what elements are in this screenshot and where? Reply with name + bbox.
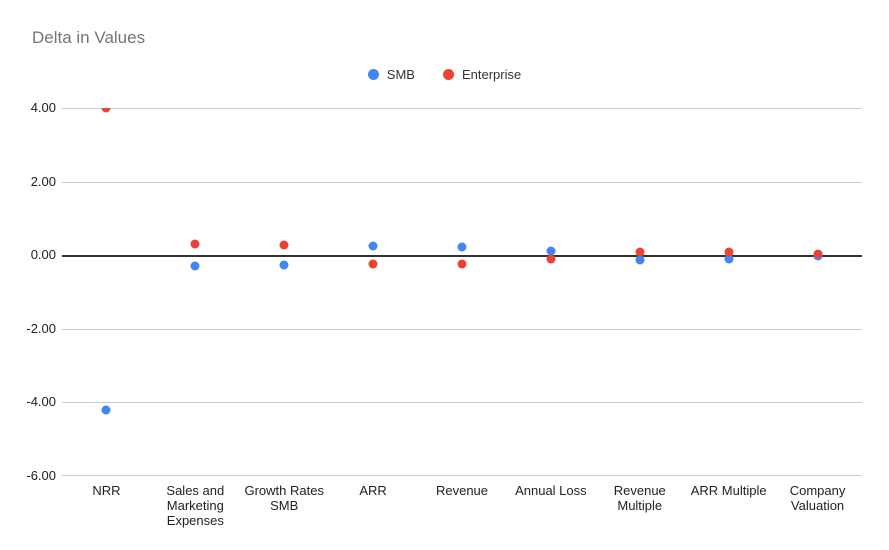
x-axis-label: Growth Rates SMB xyxy=(244,483,324,513)
y-axis-tick-label: -2.00 xyxy=(26,320,56,336)
gridline xyxy=(62,328,862,330)
legend-item-smb[interactable]: SMB xyxy=(367,67,415,82)
data-point-enterprise[interactable] xyxy=(813,249,823,259)
data-point-smb[interactable] xyxy=(101,405,111,415)
x-axis-label: Revenue Multiple xyxy=(613,483,666,513)
data-point-smb[interactable] xyxy=(457,242,467,252)
data-point-smb[interactable] xyxy=(724,254,734,264)
gridline xyxy=(62,108,862,109)
data-point-enterprise[interactable] xyxy=(279,240,289,250)
plot-area xyxy=(62,108,862,477)
x-axis-label: Revenue xyxy=(435,483,489,498)
data-point-enterprise[interactable] xyxy=(546,254,556,264)
y-axis-tick-label: 2.00 xyxy=(30,173,56,189)
x-axis-label: ARR xyxy=(359,483,387,498)
data-point-smb[interactable] xyxy=(546,246,556,256)
y-axis-tick-label: -6.00 xyxy=(26,468,56,483)
data-point-enterprise[interactable] xyxy=(457,259,467,269)
y-axis-tick-label: -4.00 xyxy=(26,394,56,410)
legend-label-smb: SMB xyxy=(386,67,415,82)
x-axis-label: Sales and Marketing Expenses xyxy=(166,483,225,528)
data-point-enterprise[interactable] xyxy=(368,259,378,269)
gridline xyxy=(62,181,862,183)
data-point-smb[interactable] xyxy=(368,241,378,251)
zero-axis-line xyxy=(62,255,862,258)
x-axis-label: NRR xyxy=(92,483,121,498)
data-point-enterprise[interactable] xyxy=(724,247,734,257)
smb-series-swatch-icon xyxy=(367,69,379,80)
gridline xyxy=(62,402,862,404)
data-point-smb[interactable] xyxy=(190,261,200,271)
data-point-enterprise[interactable] xyxy=(635,247,645,257)
data-point-enterprise[interactable] xyxy=(190,239,200,249)
x-axis-label: ARR Multiple xyxy=(690,483,767,498)
data-point-smb[interactable] xyxy=(279,260,289,270)
data-point-enterprise[interactable] xyxy=(101,108,111,113)
gridline xyxy=(62,475,862,476)
x-axis-label: Company Valuation xyxy=(789,483,846,513)
y-axis-tick-label: 4.00 xyxy=(30,100,56,115)
legend-label-enterprise: Enterprise xyxy=(461,67,522,82)
chart-title: Delta in Values xyxy=(32,28,146,47)
enterprise-series-swatch-icon xyxy=(442,69,454,80)
x-axis-label: Annual Loss xyxy=(515,483,587,498)
legend: SMB Enterprise xyxy=(0,67,889,82)
y-axis-tick-label: 0.00 xyxy=(30,247,56,263)
data-point-smb[interactable] xyxy=(635,255,645,265)
legend-item-enterprise[interactable]: Enterprise xyxy=(442,67,522,82)
